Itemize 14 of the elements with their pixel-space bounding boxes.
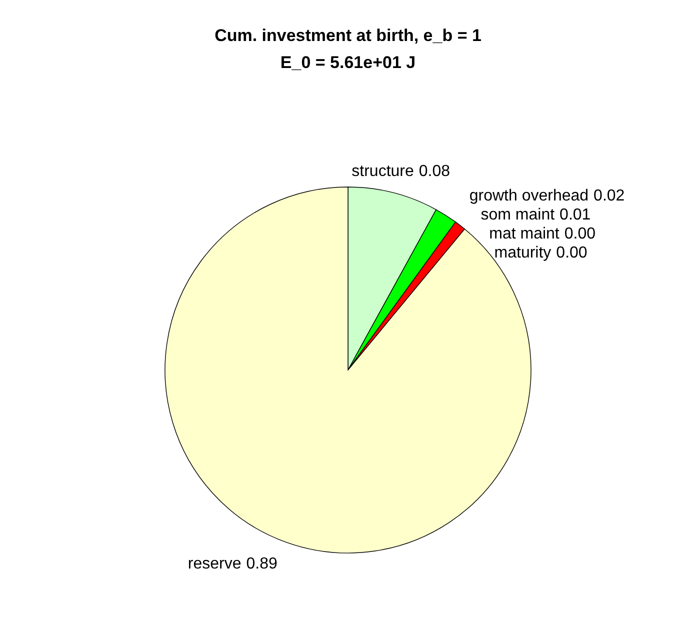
data-label: 0.08 (418, 163, 450, 180)
data-label: 0.89 (246, 555, 278, 572)
text: 0.00 (564, 226, 596, 243)
chart-title: Cum. investment at birth, e_b = 1 (214, 26, 482, 45)
text: 0.00 (556, 244, 588, 262)
slice-label: structure (352, 163, 414, 180)
category-label: mat maint (489, 226, 560, 243)
data-label: 0.02 (594, 188, 625, 205)
category-label: maturity (494, 244, 552, 262)
slice-label: growth overhead (469, 188, 589, 205)
chart-subtitle: E_0 = 5.61e+01 J (280, 53, 416, 72)
slice-label: reserve (188, 555, 242, 572)
slice-label: som maint (480, 206, 556, 224)
data-label: 0.01 (560, 206, 591, 224)
